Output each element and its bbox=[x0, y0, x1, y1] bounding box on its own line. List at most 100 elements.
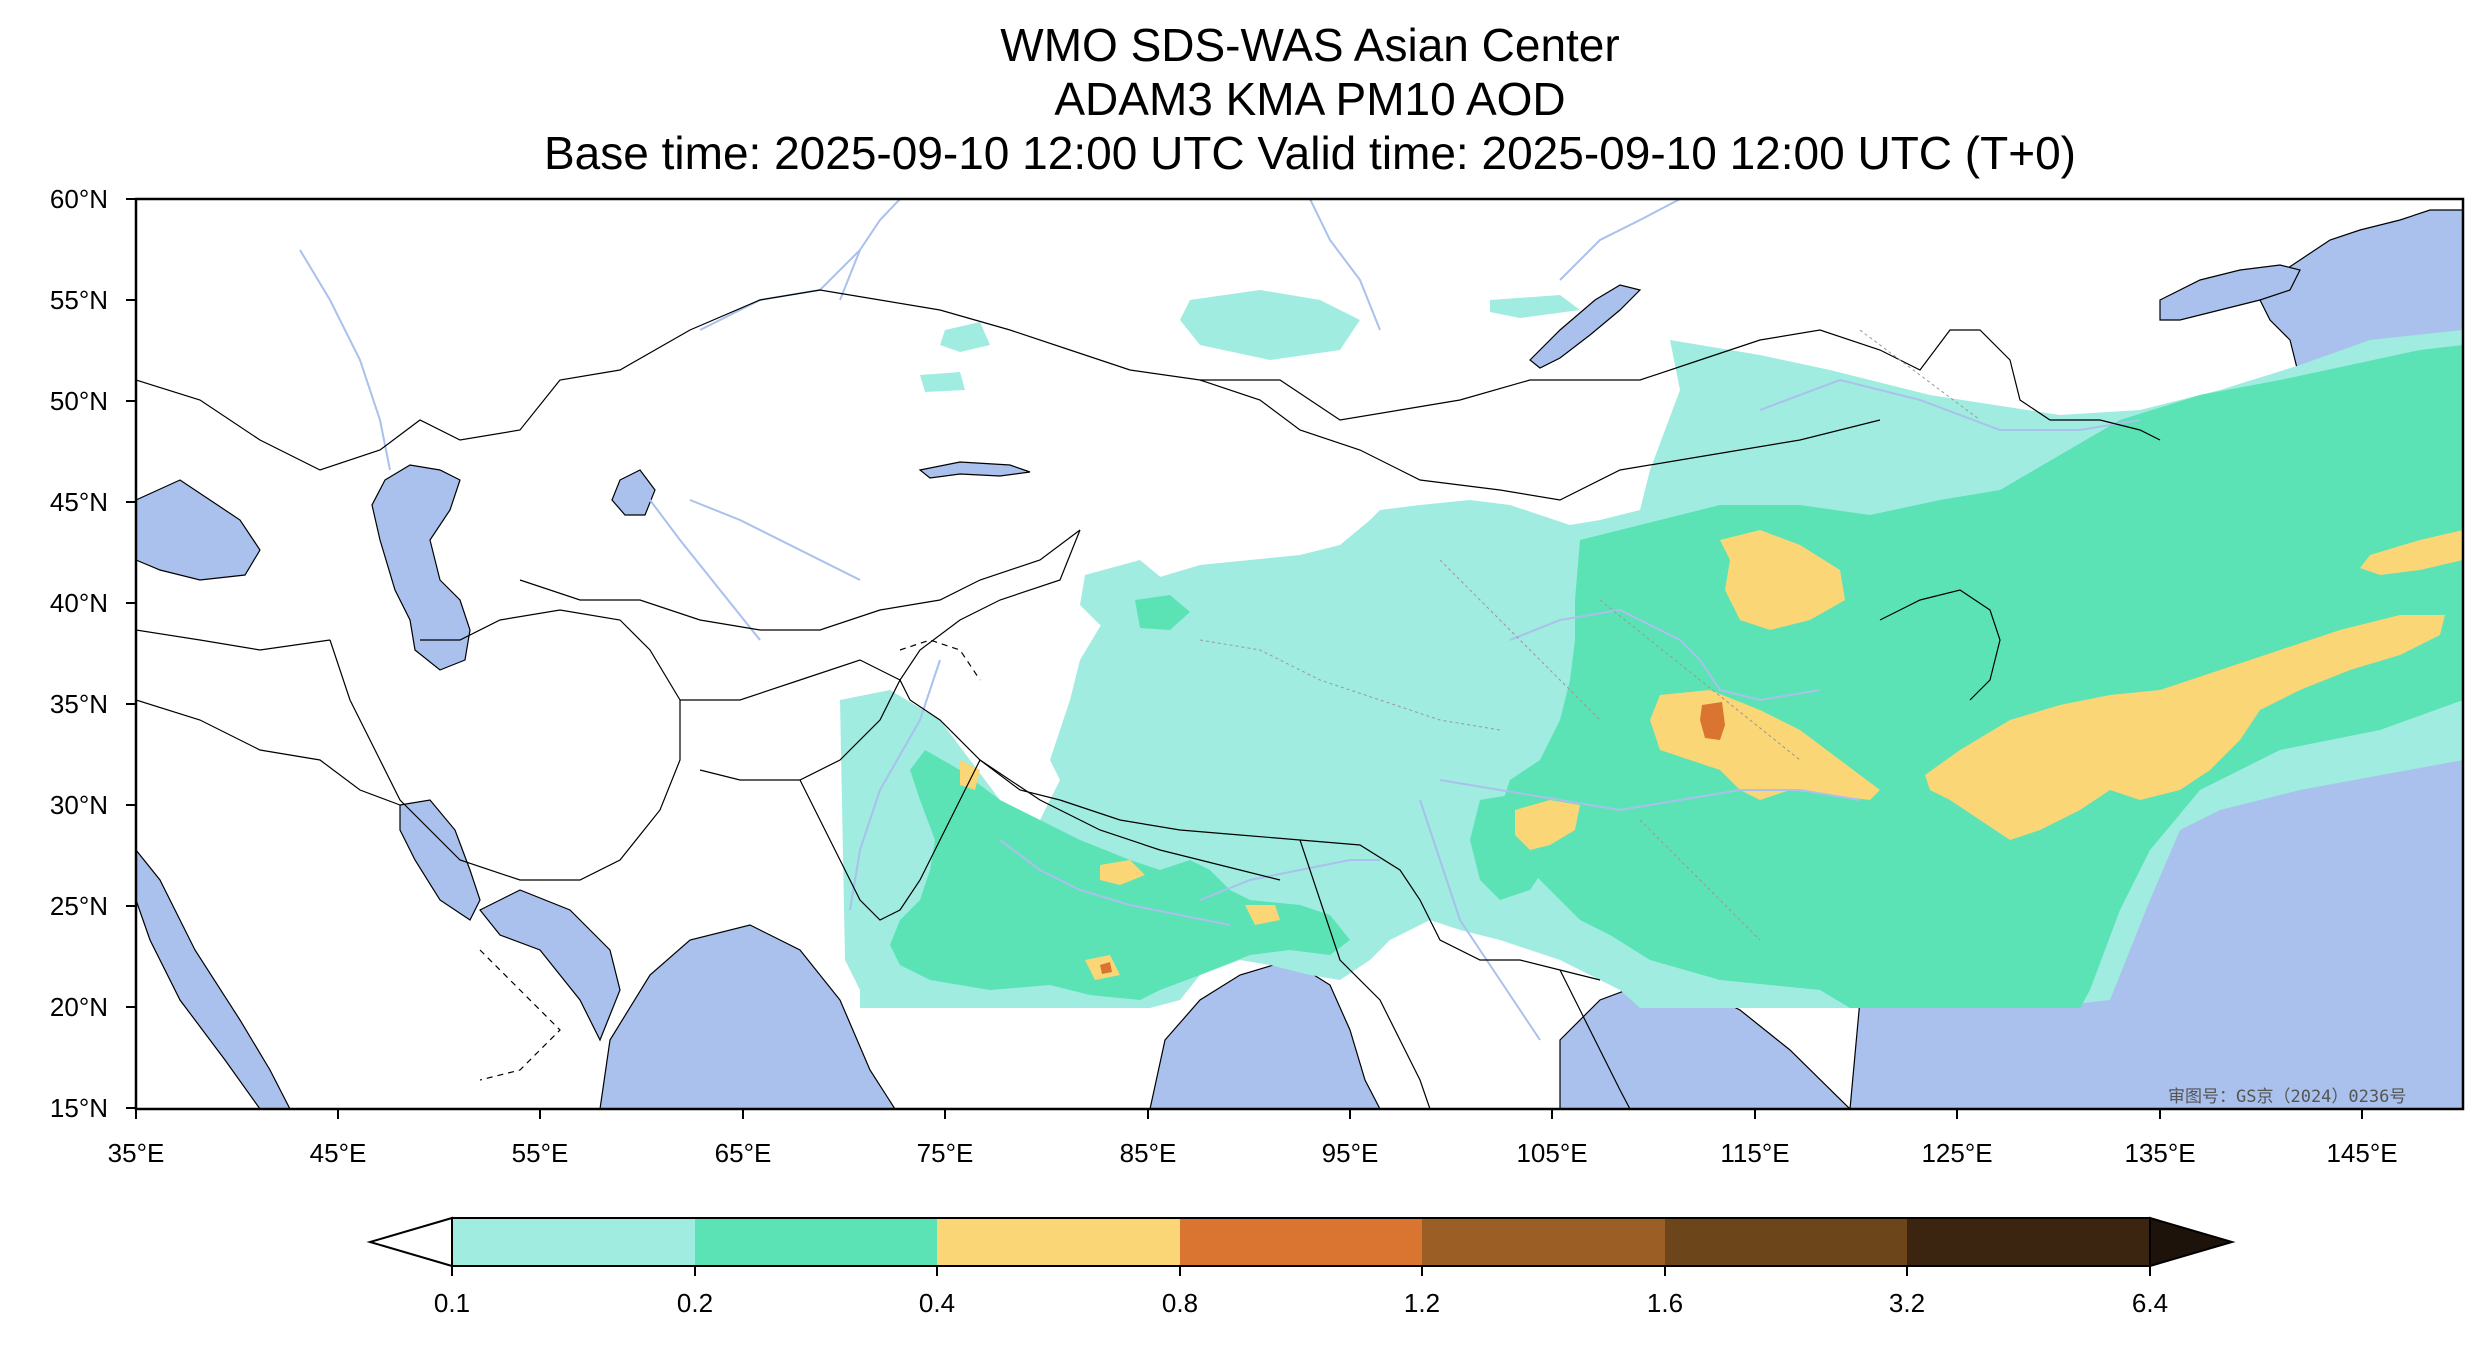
river-volga bbox=[299, 249, 391, 471]
river-ganges bbox=[999, 839, 1231, 926]
border-korea bbox=[1879, 589, 2001, 701]
river-indus bbox=[849, 659, 941, 911]
lat-label-45: 45°N bbox=[49, 487, 108, 517]
title-block: WMO SDS-WAS Asian Center ADAM3 KMA PM10 … bbox=[0, 18, 2488, 180]
border-pakistan bbox=[799, 759, 981, 921]
border-afghanistan bbox=[680, 659, 901, 781]
lon-label-95: 95°E bbox=[1321, 1138, 1379, 1168]
cbar-label-2: 0.2 bbox=[676, 1288, 714, 1318]
colorbar-swatch-1 bbox=[452, 1218, 695, 1266]
cbar-label-6: 1.6 bbox=[1646, 1288, 1684, 1318]
cbar-label-3: 0.4 bbox=[918, 1288, 956, 1318]
sea-of-okhotsk bbox=[2159, 264, 2301, 321]
lake-baikal bbox=[1529, 284, 1642, 369]
lon-label-35: 35°E bbox=[107, 1138, 165, 1168]
lat-label-35: 35°N bbox=[49, 689, 108, 719]
border-vietnam bbox=[1559, 969, 1631, 1109]
lon-label-65: 65°E bbox=[714, 1138, 772, 1168]
lat-label-40: 40°N bbox=[49, 588, 108, 618]
lat-label-50: 50°N bbox=[49, 386, 108, 416]
lat-label-60: 60°N bbox=[49, 184, 108, 214]
aral-sea bbox=[611, 469, 656, 516]
gulf-of-oman bbox=[479, 889, 621, 1042]
title-line-1: WMO SDS-WAS Asian Center bbox=[1000, 19, 1620, 71]
border-iran bbox=[329, 609, 681, 881]
lat-label-15: 15°N bbox=[49, 1093, 108, 1123]
lon-label-135: 135°E bbox=[2124, 1138, 2196, 1168]
colorbar-over-arrow bbox=[2149, 1216, 2236, 1268]
map-approval-number: 审图号：GS京（2024）0236号 bbox=[2168, 1087, 2407, 1107]
cbar-label-4: 0.8 bbox=[1161, 1288, 1199, 1318]
borders-layer bbox=[136, 289, 2161, 1109]
province-line-1 bbox=[1199, 639, 1501, 731]
lon-label-125: 125°E bbox=[1921, 1138, 1993, 1168]
province-borders bbox=[1199, 329, 1981, 941]
colorbar-swatch-6 bbox=[1665, 1218, 1907, 1266]
border-india-nepal bbox=[979, 759, 1281, 881]
rivers-layer bbox=[299, 199, 2141, 1041]
colorbar-swatch-3 bbox=[937, 1218, 1180, 1266]
province-line-5 bbox=[1859, 329, 1981, 421]
province-line-4 bbox=[1639, 819, 1761, 941]
cbar-label-8: 6.4 bbox=[2131, 1288, 2169, 1318]
river-ob bbox=[839, 199, 901, 301]
disputed-borders bbox=[479, 639, 981, 1081]
river-yellow bbox=[1509, 608, 1821, 702]
border-kazakhstan-south bbox=[519, 529, 1081, 631]
caspian-sea bbox=[371, 464, 471, 671]
cbar-label-1: 0.1 bbox=[433, 1288, 471, 1318]
red-sea bbox=[136, 849, 291, 1109]
cbar-label-7: 3.2 bbox=[1888, 1288, 1926, 1318]
lon-label-85: 85°E bbox=[1119, 1138, 1177, 1168]
lon-label-55: 55°E bbox=[511, 1138, 569, 1168]
colorbar-swatch-2 bbox=[695, 1218, 937, 1266]
axis-ticks bbox=[126, 198, 2363, 1119]
border-russia-south bbox=[136, 289, 2161, 471]
lat-label-30: 30°N bbox=[49, 790, 108, 820]
lat-label-55: 55°N bbox=[49, 285, 108, 315]
river-syr-darya bbox=[689, 499, 861, 581]
lon-label-145: 145°E bbox=[2326, 1138, 2398, 1168]
lon-label-45: 45°E bbox=[309, 1138, 367, 1168]
colorbar-swatch-5 bbox=[1422, 1218, 1665, 1266]
black-sea bbox=[136, 479, 261, 581]
colorbar-under-arrow bbox=[366, 1216, 453, 1268]
province-line-3 bbox=[1599, 599, 1801, 761]
title-line-2: ADAM3 KMA PM10 AOD bbox=[1054, 73, 1566, 125]
river-mekong bbox=[1419, 799, 1541, 1041]
province-line-2 bbox=[1439, 559, 1601, 721]
river-brahmaputra bbox=[1199, 859, 1380, 901]
colorbar-swatch-4 bbox=[1180, 1218, 1422, 1266]
map-frame bbox=[134, 197, 2465, 1111]
lon-label-75: 75°E bbox=[916, 1138, 974, 1168]
border-turkey bbox=[136, 629, 331, 651]
river-yangtze bbox=[1439, 779, 1861, 812]
arabian-sea bbox=[599, 924, 896, 1109]
river-amur bbox=[1759, 378, 2141, 431]
lake-balkhash bbox=[918, 461, 1031, 479]
border-dashed-arabia bbox=[479, 949, 561, 1081]
cbar-label-5: 1.2 bbox=[1403, 1288, 1441, 1318]
colorbar-frame bbox=[451, 1217, 2151, 1267]
border-mongolia bbox=[1199, 379, 1881, 501]
river-amu-darya bbox=[649, 499, 761, 641]
aod-contours bbox=[840, 290, 2463, 1008]
river-yenisei bbox=[1309, 199, 1381, 331]
title-line-3: Base time: 2025-09-10 12:00 UTC Valid ti… bbox=[544, 127, 2076, 179]
map-area bbox=[136, 199, 2463, 1109]
lon-label-105: 105°E bbox=[1516, 1138, 1588, 1168]
aod-level-0.8-1.2 bbox=[1100, 702, 1725, 974]
lat-label-25: 25°N bbox=[49, 891, 108, 921]
border-arabia bbox=[136, 699, 401, 806]
persian-gulf bbox=[399, 799, 481, 921]
colorbar-swatch-7 bbox=[1907, 1218, 2150, 1266]
river-lena bbox=[1559, 199, 1681, 281]
border-dashed-kashmir bbox=[899, 639, 981, 681]
lon-label-115: 115°E bbox=[1720, 1138, 1790, 1168]
border-china-south bbox=[1059, 799, 1601, 981]
colorbar bbox=[366, 1216, 2236, 1276]
lat-label-20: 20°N bbox=[49, 992, 108, 1022]
colorbar-ticks bbox=[451, 1266, 2151, 1276]
border-myanmar bbox=[1299, 839, 1431, 1109]
